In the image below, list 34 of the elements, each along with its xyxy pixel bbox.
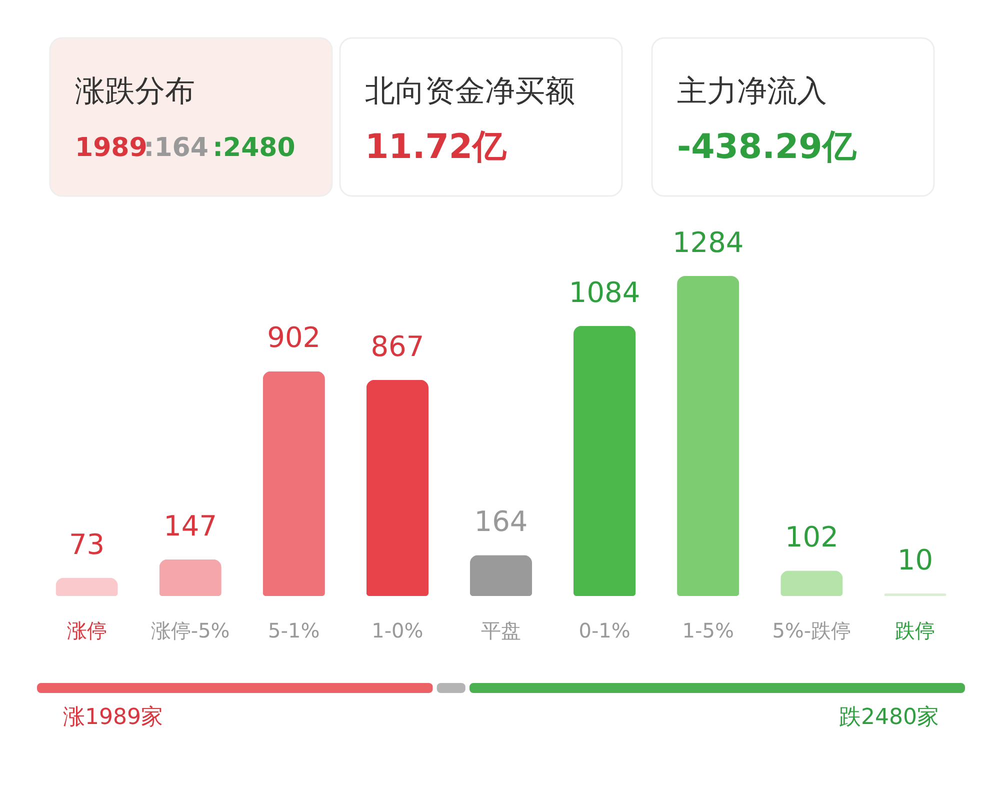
bar xyxy=(780,570,843,596)
x-tick-label: 0-1% xyxy=(578,618,630,642)
x-tick-label: 跌停 xyxy=(895,618,936,642)
text: 涨1989家 xyxy=(63,705,163,730)
x-tick-label: 5-1% xyxy=(268,618,320,642)
bar xyxy=(677,276,740,596)
text: 北向资金净买额 xyxy=(365,74,575,109)
x-tick-label: 平盘 xyxy=(481,618,521,642)
text: 涨跌分布 xyxy=(75,74,195,109)
data-label: 102 xyxy=(784,520,838,554)
bar xyxy=(470,555,532,596)
bar xyxy=(56,578,118,596)
x-tick-label: 5%-跌停 xyxy=(772,618,852,642)
text: -438.29亿 xyxy=(677,127,858,167)
data-label: 164 xyxy=(474,505,528,538)
text: 1989:164:2480 xyxy=(75,133,296,163)
bar xyxy=(262,371,325,596)
bar xyxy=(366,380,429,596)
data-label: 73 xyxy=(68,528,105,561)
x-tick-label: 1-0% xyxy=(372,618,424,642)
text: 11.72亿 xyxy=(365,127,508,167)
data-label: 902 xyxy=(267,321,321,354)
x-tick-label: 涨停-5% xyxy=(150,618,230,642)
data-label: 147 xyxy=(164,509,218,542)
x-tick-label: 涨停 xyxy=(66,618,107,642)
data-label: 1084 xyxy=(568,276,640,309)
data-label: 10 xyxy=(897,544,934,577)
text: 跌2480家 xyxy=(839,705,939,730)
x-tick-label: 1-5% xyxy=(682,618,734,642)
bar xyxy=(573,326,636,596)
text: 主力净流入 xyxy=(677,74,827,109)
data-label: 1284 xyxy=(672,226,744,259)
bar xyxy=(159,559,222,596)
data-label: 867 xyxy=(370,330,424,363)
